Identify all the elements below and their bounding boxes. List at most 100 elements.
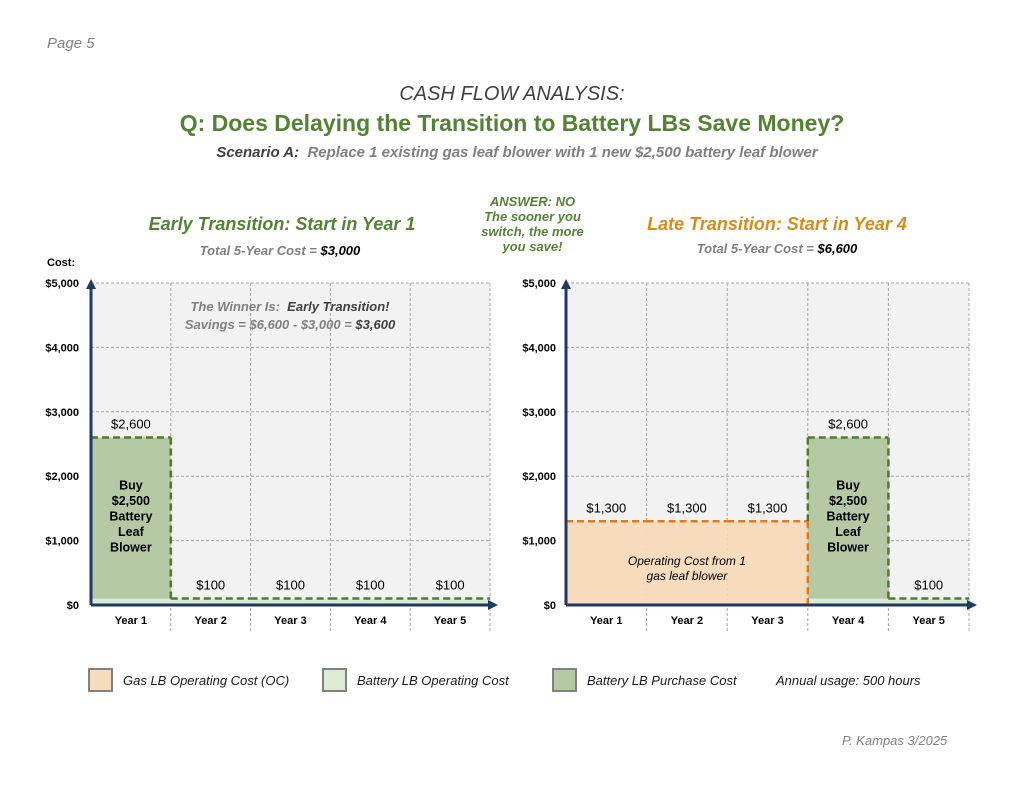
y-tick-label: $3,000 — [522, 407, 556, 419]
winner-callout: The Winner Is: Early Transition! Savings… — [140, 298, 440, 334]
bar-gas-oc — [566, 521, 647, 605]
gas-oc-annotation: gas leaf blower — [647, 569, 729, 583]
annual-usage: Annual usage: 500 hours — [776, 672, 921, 688]
gas-oc-annotation: Operating Cost from 1 — [628, 554, 746, 568]
y-axis-arrow — [561, 279, 571, 289]
savings-line: Savings = $6,600 - $3,000 = $3,600 — [140, 316, 440, 334]
data-label: $100 — [436, 578, 465, 593]
purchase-annotation: Buy — [836, 479, 860, 493]
bar-gas-oc — [727, 521, 808, 605]
x-tick-label: Year 1 — [115, 615, 147, 627]
x-axis-arrow — [967, 600, 977, 610]
purchase-annotation: Buy — [119, 479, 143, 493]
data-label: $100 — [276, 578, 305, 593]
data-label: $2,600 — [828, 417, 868, 432]
legend-label: Battery LB Operating Cost — [357, 672, 509, 688]
purchase-annotation: $2,500 — [829, 494, 867, 508]
answer-callout: ANSWER: NO The sooner you switch, the mo… — [466, 194, 599, 254]
bar-battery-oc — [91, 598, 171, 605]
y-tick-label: $2,000 — [522, 471, 556, 483]
x-tick-label: Year 5 — [912, 615, 944, 627]
question-title: Q: Does Delaying the Transition to Batte… — [179, 110, 845, 136]
answer-line: switch, the more — [481, 224, 584, 239]
x-tick-label: Year 1 — [590, 615, 622, 627]
y-axis-arrow — [86, 279, 96, 289]
bar-battery-oc — [250, 598, 331, 605]
late-chart-title: Late Transition: Start in Year 4 — [647, 214, 907, 234]
x-tick-label: Year 2 — [194, 615, 226, 627]
savings-prefix: Savings = $6,600 - $3,000 = — [184, 317, 352, 332]
footer-credit: P. Kampas 3/2025 — [842, 733, 948, 748]
purchase-annotation: Blower — [827, 541, 869, 555]
legend-swatch — [322, 668, 347, 692]
y-tick-label: $4,000 — [45, 342, 79, 354]
legend-gas-oc: Gas LB Operating Cost (OC) — [88, 667, 289, 693]
winner-name: Early Transition! — [287, 299, 390, 314]
data-label: $1,300 — [748, 500, 788, 515]
purchase-annotation: Battery — [827, 510, 870, 524]
purchase-annotation: Blower — [110, 541, 152, 555]
x-axis-arrow — [488, 600, 498, 610]
winner-prefix: The Winner Is: — [190, 299, 280, 314]
answer-line: ANSWER: NO — [489, 194, 576, 209]
bar-gas-oc — [646, 521, 728, 605]
scenario-prefix: Scenario A: — [216, 144, 300, 161]
legend-battery-oc: Battery LB Operating Cost — [322, 667, 509, 693]
early-chart-title: Early Transition: Start in Year 1 — [148, 214, 416, 234]
legend-swatch — [552, 668, 577, 692]
legend-purchase: Battery LB Purchase Cost — [552, 667, 737, 693]
x-tick-label: Year 4 — [832, 615, 865, 627]
data-label: $100 — [914, 578, 943, 593]
x-tick-label: Year 5 — [434, 615, 466, 627]
x-tick-label: Year 3 — [274, 615, 306, 627]
early-transition-chart: $0 $1,000 $2,000 $3,000 $4,000 $5,000 $2,600 $1… — [45, 278, 498, 631]
bar-battery-oc — [807, 598, 889, 605]
y-tick-label: $2,000 — [45, 471, 79, 483]
answer-line: you save! — [502, 239, 563, 254]
y-tick-label: $4,000 — [522, 342, 556, 354]
scenario-text: Replace 1 existing gas leaf blower with … — [307, 144, 818, 161]
y-tick-label: $5,000 — [45, 278, 79, 290]
x-tick-label: Year 3 — [751, 615, 783, 627]
late-transition-chart: $0 $1,000 $2,000 $3,000 $4,000 $5,000 $1,300 $1… — [522, 278, 977, 631]
y-tick-label: $3,000 — [45, 407, 79, 419]
late-total-prefix: Total 5-Year Cost = — [696, 241, 814, 256]
early-total-value: $3,000 — [320, 243, 361, 258]
data-label: $1,300 — [667, 500, 707, 515]
legend-swatch — [88, 668, 113, 692]
bar-purchase — [91, 437, 171, 599]
y-tick-label: $0 — [67, 600, 79, 612]
bar-battery-oc — [410, 598, 490, 605]
bar-battery-oc — [330, 598, 411, 605]
purchase-annotation: $2,500 — [112, 494, 150, 508]
purchase-annotation: Leaf — [118, 525, 145, 539]
y-tick-label: $5,000 — [522, 278, 556, 290]
y-tick-label: $1,000 — [45, 536, 79, 548]
purchase-annotation: Leaf — [835, 525, 862, 539]
data-label: $100 — [356, 578, 385, 593]
purchase-annotation: Battery — [109, 510, 152, 524]
legend-label: Gas LB Operating Cost (OC) — [123, 672, 290, 688]
bar-purchase — [807, 437, 889, 599]
data-label: $2,600 — [111, 417, 151, 432]
x-tick-label: Year 4 — [354, 615, 387, 627]
late-total-cost: Total 5-Year Cost = $6,600 — [617, 241, 937, 256]
late-total-value: $6,600 — [817, 241, 858, 256]
winner-line: The Winner Is: Early Transition! — [140, 298, 440, 316]
page-label: Page 5 — [47, 35, 95, 52]
early-total-cost: Total 5-Year Cost = $3,000 — [120, 243, 440, 258]
early-total-prefix: Total 5-Year Cost = — [199, 243, 317, 258]
y-axis-label: Cost: — [47, 257, 76, 269]
data-label: $100 — [196, 578, 225, 593]
bar-battery-oc — [170, 598, 251, 605]
y-tick-label: $1,000 — [522, 536, 556, 548]
answer-line: The sooner you — [484, 209, 581, 224]
scenario-line: Scenario A: Replace 1 existing gas leaf … — [0, 144, 1024, 161]
y-tick-label: $0 — [544, 600, 556, 612]
legend-label: Battery LB Purchase Cost — [587, 672, 737, 688]
bar-battery-oc — [888, 598, 969, 605]
main-heading: CASH FLOW ANALYSIS: — [399, 83, 625, 105]
savings-value: $3,600 — [355, 317, 396, 332]
data-label: $1,300 — [586, 500, 626, 515]
